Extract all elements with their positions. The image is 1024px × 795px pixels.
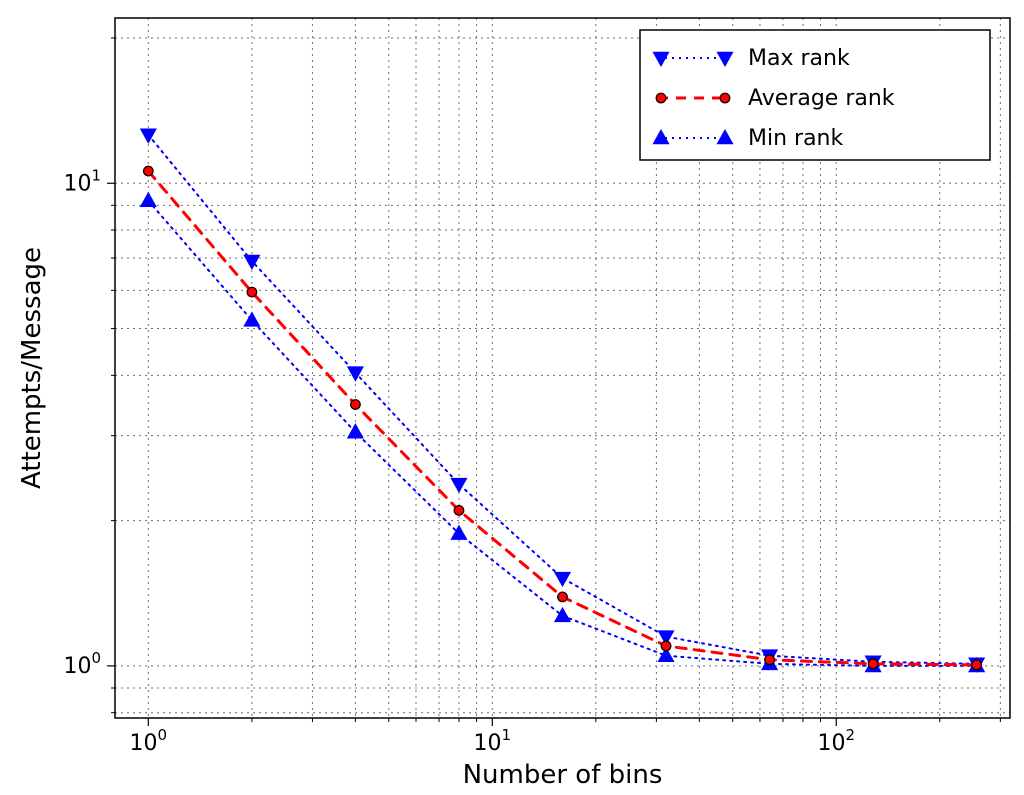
- legend-entry-avg: Average rank: [748, 86, 895, 111]
- y-tick-label: 101: [63, 166, 101, 196]
- x-tick-label: 101: [474, 726, 512, 756]
- legend-entry-max: Max rank: [748, 46, 850, 71]
- y-axis-label: Attempts/Message: [17, 247, 47, 489]
- x-axis-label: Number of bins: [463, 760, 663, 790]
- legend: Max rank Average rank Min rank: [640, 30, 990, 160]
- chart-svg: 100 101 102 100 101 Number of bins Attempts/Me…: [0, 0, 1024, 795]
- x-tick-label: 102: [817, 726, 855, 756]
- y-tick-label: 100: [63, 649, 101, 679]
- legend-entry-min: Min rank: [748, 126, 844, 151]
- x-tick-label: 100: [130, 726, 168, 756]
- chart-container: 100 101 102 100 101 Number of bins Attempts/Me…: [0, 0, 1024, 795]
